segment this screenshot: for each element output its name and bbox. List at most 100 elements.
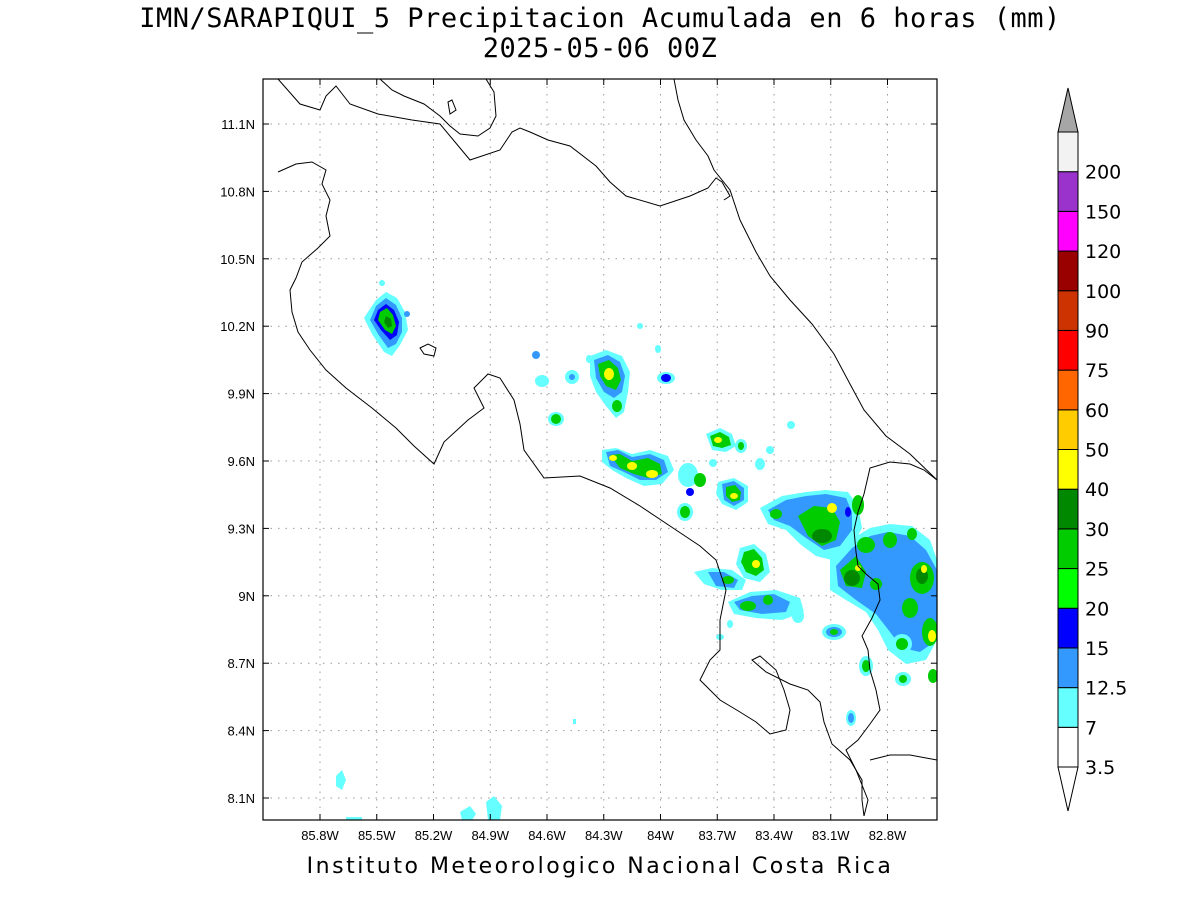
precip-cell [928, 630, 936, 642]
colorbar-box [1057, 528, 1079, 570]
precip-cell [730, 493, 738, 499]
precip-cell [921, 565, 927, 573]
lon-tick-label: 82.8W [869, 828, 907, 843]
precip-cell [770, 509, 782, 519]
colorbar-box [1057, 568, 1079, 609]
precip-cell [569, 374, 575, 380]
lat-tick-label: 8.7N [228, 656, 255, 671]
precip-cell [404, 311, 410, 317]
colorbar-label: 25 [1085, 559, 1109, 581]
precip-cell [763, 595, 773, 605]
lat-tick-label: 10.2N [220, 319, 255, 334]
precip-cell [755, 458, 765, 470]
lon-tick-label: 83.7W [698, 828, 736, 843]
colorbar-box [1057, 369, 1079, 411]
precip-cell [848, 713, 854, 723]
colorbar-label: 200 [1085, 162, 1121, 184]
axis-ticks: 85.8W 85.5W 85.2W 84.9W 84.6W 84.3W 84W 83.7W 83… [220, 79, 937, 843]
precip-cell [678, 463, 698, 487]
precip-cell [609, 455, 617, 461]
colorbar-label: 30 [1085, 519, 1109, 541]
precip-cell [694, 473, 706, 487]
colorbar-label: 100 [1085, 281, 1121, 303]
precipitation-cells [336, 280, 937, 820]
precip-cell [532, 351, 540, 359]
colorbar-label: 60 [1085, 400, 1109, 422]
precip-cell [787, 421, 795, 429]
precip-cell [928, 669, 937, 683]
map-subtitle: 2025-05-06 00Z [482, 33, 718, 64]
panama-coast [869, 754, 937, 761]
colorbar-label: 15 [1085, 638, 1109, 660]
precip-cell [655, 345, 661, 353]
colorbar-label: 90 [1085, 320, 1109, 342]
precip-cell [727, 620, 733, 628]
lon-tick-label: 84W [647, 828, 674, 843]
lake-island [447, 99, 457, 115]
colorbar-label: 40 [1085, 479, 1109, 501]
precip-cell [646, 470, 658, 478]
lon-tick-label: 83.1W [812, 828, 850, 843]
precip-cell [830, 629, 838, 635]
precip-cell [844, 570, 860, 586]
colorbar-box [1057, 210, 1079, 252]
colorbar-label: 20 [1085, 598, 1109, 620]
precip-cell [883, 532, 897, 548]
precip-cell [870, 578, 882, 590]
precip-cell [852, 495, 864, 515]
colorbar-box [1057, 409, 1079, 450]
colorbar-bottom-arrow [1057, 766, 1079, 812]
pacific-coast [277, 161, 865, 817]
lon-tick-label: 83.4W [755, 828, 793, 843]
precip-cell [740, 601, 756, 611]
institution-credit: Instituto Meteorologico Nacional Costa R… [306, 854, 894, 879]
colorbar-box [1057, 607, 1079, 649]
colorbar-box [1057, 726, 1079, 768]
precip-cell [855, 565, 861, 571]
precip-cell [907, 528, 917, 540]
precip-cell [836, 532, 937, 652]
colorbar-top-arrow [1057, 87, 1079, 133]
colorbar-label: 120 [1085, 241, 1121, 263]
precip-cell [637, 323, 643, 329]
coastlines [277, 79, 937, 817]
colorbar-box [1057, 449, 1079, 490]
colorbar-box [1057, 131, 1079, 173]
colorbar-box [1057, 250, 1079, 292]
colorbar-label: 50 [1085, 440, 1109, 462]
precip-cell [661, 374, 671, 382]
precip-cell [857, 537, 875, 553]
precip-cell [845, 507, 851, 517]
precip-cell [379, 280, 385, 286]
precip-cell [573, 719, 576, 724]
precip-cell [604, 368, 614, 380]
precip-cell [766, 446, 774, 454]
colorbar-label: 7 [1085, 717, 1097, 739]
precip-cell [680, 506, 690, 518]
precip-cell [896, 638, 908, 650]
panama-border [845, 461, 937, 817]
lat-tick-label: 10.5N [220, 252, 255, 267]
precip-cell [862, 660, 870, 672]
map-frame [262, 78, 938, 821]
colorbar-label: 3.5 [1085, 757, 1115, 779]
caribbean-coast [673, 79, 937, 481]
lat-tick-label: 9.6N [228, 454, 255, 469]
colorbar-label: 75 [1085, 360, 1109, 382]
lat-tick-label: 10.8N [220, 184, 255, 199]
lon-tick-label: 84.3W [585, 828, 623, 843]
colorbar-labels: 3.5 7 12.5 15 20 25 30 40 50 60 75 90 100 120 150 200 [1085, 162, 1127, 779]
precip-cell [902, 598, 918, 618]
nicaragua-lake-shore [379, 79, 497, 137]
precip-cell [752, 560, 760, 568]
precip-cell [827, 503, 837, 513]
lat-tick-label: 9N [238, 589, 255, 604]
lat-tick-label: 11.1N [221, 117, 255, 132]
precip-cell [738, 442, 744, 450]
colorbar-box [1057, 488, 1079, 530]
lat-tick-label: 9.3N [228, 521, 255, 536]
precip-cell [384, 316, 392, 328]
colorbar-label: 150 [1085, 201, 1121, 223]
